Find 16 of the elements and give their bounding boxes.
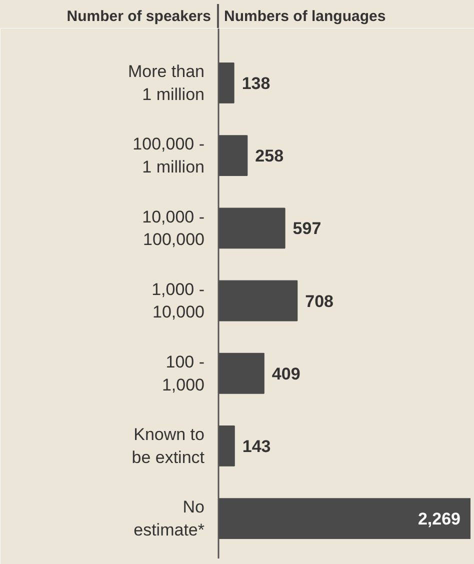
data-label: 138 xyxy=(242,74,270,93)
y-axis-title: Number of speakers xyxy=(66,7,211,27)
y-tick-label: 1,000 - 10,000 xyxy=(152,280,205,322)
y-tick-label: 100 - 1,000 xyxy=(162,352,205,394)
data-label: 143 xyxy=(242,436,271,456)
y-tick-label: Known to be extinct xyxy=(132,425,205,467)
y-tick-label: 10,000 - 100,000 xyxy=(142,207,205,250)
y-tick-label: No estimate* xyxy=(134,498,205,540)
data-label: 597 xyxy=(292,219,322,238)
x-axis-title: Numbers of languages xyxy=(224,7,386,27)
data-label: 708 xyxy=(305,292,334,311)
data-label: 2,269 xyxy=(418,510,461,529)
data-label: 258 xyxy=(255,146,284,166)
y-tick-label: 100,000 - 1 million xyxy=(132,134,205,176)
data-label: 409 xyxy=(272,364,300,384)
y-tick-label: More than 1 million xyxy=(128,62,205,104)
